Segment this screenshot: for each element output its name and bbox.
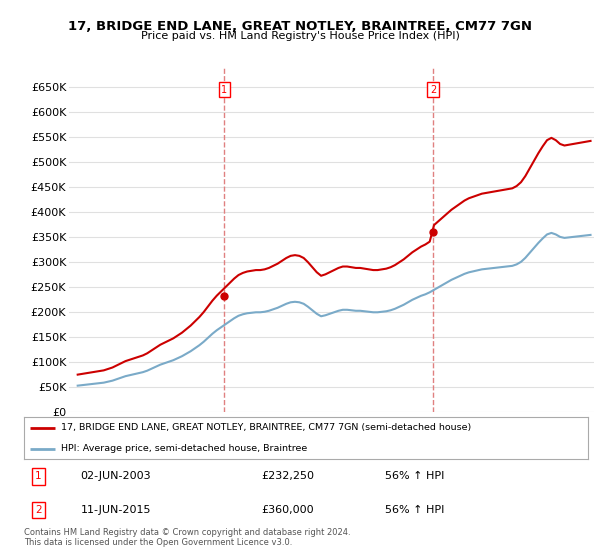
Text: 17, BRIDGE END LANE, GREAT NOTLEY, BRAINTREE, CM77 7GN: 17, BRIDGE END LANE, GREAT NOTLEY, BRAIN…	[68, 20, 532, 32]
Text: 1: 1	[35, 472, 41, 482]
Text: 2: 2	[35, 505, 41, 515]
Text: 11-JUN-2015: 11-JUN-2015	[80, 505, 151, 515]
Text: 56% ↑ HPI: 56% ↑ HPI	[385, 472, 445, 482]
Text: 1: 1	[221, 85, 227, 95]
Text: 2: 2	[430, 85, 436, 95]
Text: 17, BRIDGE END LANE, GREAT NOTLEY, BRAINTREE, CM77 7GN (semi-detached house): 17, BRIDGE END LANE, GREAT NOTLEY, BRAIN…	[61, 423, 471, 432]
Text: Contains HM Land Registry data © Crown copyright and database right 2024.
This d: Contains HM Land Registry data © Crown c…	[24, 528, 350, 547]
Text: £360,000: £360,000	[261, 505, 314, 515]
Text: HPI: Average price, semi-detached house, Braintree: HPI: Average price, semi-detached house,…	[61, 444, 307, 453]
Text: 02-JUN-2003: 02-JUN-2003	[80, 472, 151, 482]
Text: Price paid vs. HM Land Registry's House Price Index (HPI): Price paid vs. HM Land Registry's House …	[140, 31, 460, 41]
Text: 56% ↑ HPI: 56% ↑ HPI	[385, 505, 445, 515]
Text: £232,250: £232,250	[261, 472, 314, 482]
